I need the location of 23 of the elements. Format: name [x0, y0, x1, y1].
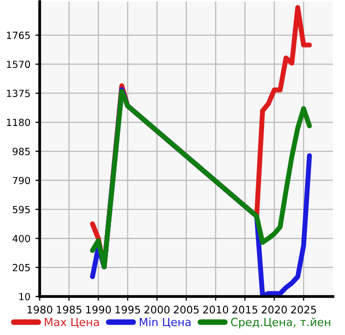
- y-tick-label: 985: [12, 148, 30, 156]
- y-tick-label: 1765: [6, 32, 30, 40]
- y-tick-label: 595: [12, 206, 30, 214]
- x-tick-label: 2015: [232, 306, 258, 314]
- legend-label: Min Цена: [140, 318, 191, 328]
- x-tick-label: 2000: [144, 306, 170, 314]
- y-tick-label: 1180: [6, 118, 30, 126]
- x-tick-label: 1995: [116, 306, 140, 314]
- legend-label: Max Цена: [44, 318, 99, 328]
- x-tick-label: 1990: [86, 306, 111, 314]
- y-tick-label: 205: [12, 264, 30, 272]
- y-tick-label: 400: [12, 234, 30, 242]
- y-tick-label: 790: [12, 176, 30, 184]
- x-tick-label: 2005: [174, 306, 199, 314]
- y-tick-label: 1375: [6, 90, 30, 98]
- x-tick-label: 2025: [291, 306, 316, 314]
- y-tick-label: 1570: [6, 60, 30, 68]
- x-tick-label: 2010: [203, 306, 228, 314]
- x-tick-label: 1980: [28, 306, 52, 314]
- y-tick-label: 10: [19, 292, 30, 300]
- x-tick-label: 2020: [262, 306, 287, 314]
- legend-label: Сред.Цена, т.йен: [231, 318, 330, 328]
- x-tick-label: 1985: [56, 306, 82, 314]
